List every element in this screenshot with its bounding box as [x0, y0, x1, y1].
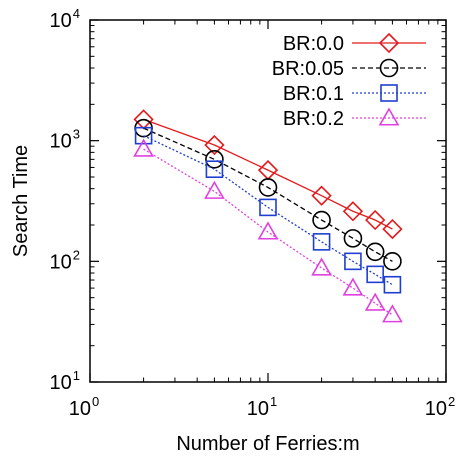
legend-entry: BR:0.2	[283, 107, 426, 130]
data-point	[134, 126, 153, 145]
data-point	[382, 218, 403, 240]
data-point	[342, 277, 364, 296]
series-line	[143, 127, 393, 262]
data-point	[343, 229, 363, 248]
legend-label: BR:0.05	[272, 58, 344, 80]
data-point	[382, 304, 403, 323]
legend-entry: BR:0.0	[283, 32, 426, 55]
data-point	[204, 180, 225, 199]
data-point	[365, 242, 385, 262]
data-point	[133, 138, 154, 157]
y-tick-label: 101	[50, 368, 80, 394]
legend: BR:0.0 BR:0.05 BR:0.1 BR:0.2	[272, 32, 426, 130]
x-tick-label: 102	[425, 394, 455, 420]
x-tick-label: 101	[247, 394, 277, 420]
legend-marker	[378, 107, 400, 126]
data-point	[257, 221, 279, 240]
data-point	[312, 233, 331, 251]
series-4	[133, 138, 403, 323]
data-point	[311, 185, 332, 206]
data-point	[366, 265, 384, 284]
data-point	[365, 209, 386, 231]
x-tick-label: 100	[69, 394, 99, 420]
legend-label: BR:0.1	[283, 83, 344, 105]
legend-entry: BR:0.1	[283, 83, 426, 105]
y-tick-label: 103	[50, 127, 80, 153]
legend-entry: BR:0.05	[272, 58, 426, 80]
data-point	[383, 275, 402, 294]
series-line	[143, 148, 393, 316]
data-point	[311, 257, 332, 276]
chart-marks	[133, 109, 403, 323]
y-tick-label: 104	[50, 6, 80, 32]
plot-frame	[89, 19, 447, 383]
data-point	[205, 160, 224, 179]
legend-marker	[379, 58, 399, 78]
x-axis-label: Number of Ferries:m	[176, 433, 359, 455]
legend-marker	[378, 32, 400, 54]
data-point	[312, 210, 331, 230]
series-line	[143, 118, 393, 230]
data-point	[258, 178, 278, 197]
data-point	[342, 201, 364, 222]
data-point	[259, 198, 277, 217]
series-3	[134, 126, 402, 294]
data-point	[383, 252, 402, 271]
series-2	[134, 118, 402, 271]
y-axis-label: Search Time	[10, 145, 32, 257]
legend-label: BR:0.2	[283, 108, 344, 130]
data-point	[364, 292, 386, 311]
data-point	[344, 252, 362, 271]
data-point	[205, 150, 224, 169]
legend-marker	[380, 84, 398, 102]
series-1	[133, 109, 403, 240]
series-line	[143, 135, 393, 286]
y-tick-label: 102	[50, 247, 80, 273]
legend-label: BR:0.0	[283, 33, 344, 55]
data-point	[204, 134, 225, 156]
